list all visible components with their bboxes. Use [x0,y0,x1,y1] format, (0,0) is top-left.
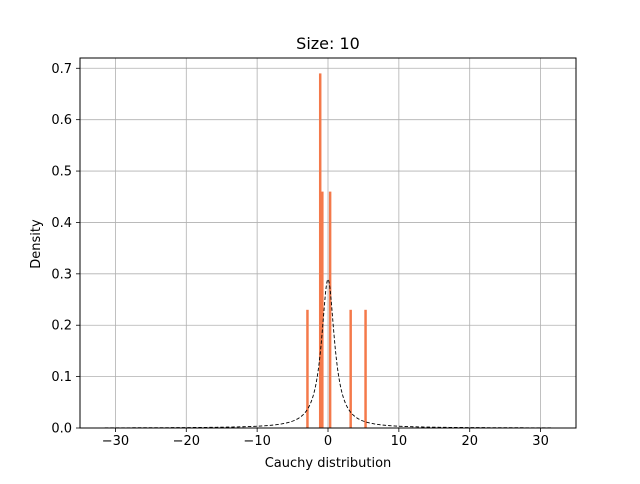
histogram-bar [318,73,322,429]
y-tick-label: 0.6 [51,113,72,128]
histogram-bar [349,309,352,428]
histogram-bar [306,309,309,428]
y-axis-label: Density [29,219,44,269]
x-tick-label: 0 [324,434,332,449]
histogram-bar [321,191,324,428]
x-axis-ticks: −30 −20 −10 0 10 20 30 [102,428,549,449]
y-tick-label: 0.2 [51,319,72,334]
x-tick-label: −20 [173,434,200,449]
y-tick-label: 0.4 [51,216,72,231]
x-tick-label: −30 [102,434,129,449]
y-tick-label: 0.7 [51,62,72,77]
histogram-bar [328,191,332,428]
chart-title: Size: 10 [296,34,360,53]
y-tick-label: 0.1 [51,370,72,385]
histogram-bar [364,309,367,428]
histogram-bars [306,73,367,429]
x-axis-label: Cauchy distribution [265,456,392,471]
grid [80,58,576,429]
x-tick-label: 10 [391,434,408,449]
y-tick-label: 0.5 [51,165,72,180]
x-tick-label: −10 [243,434,270,449]
y-tick-label: 0.0 [51,422,72,437]
y-tick-label: 0.3 [51,267,72,282]
x-tick-label: 20 [461,434,478,449]
y-axis-ticks: 0.0 0.1 0.2 0.3 0.4 0.5 0.6 0.7 [51,62,80,437]
x-tick-label: 30 [532,434,549,449]
